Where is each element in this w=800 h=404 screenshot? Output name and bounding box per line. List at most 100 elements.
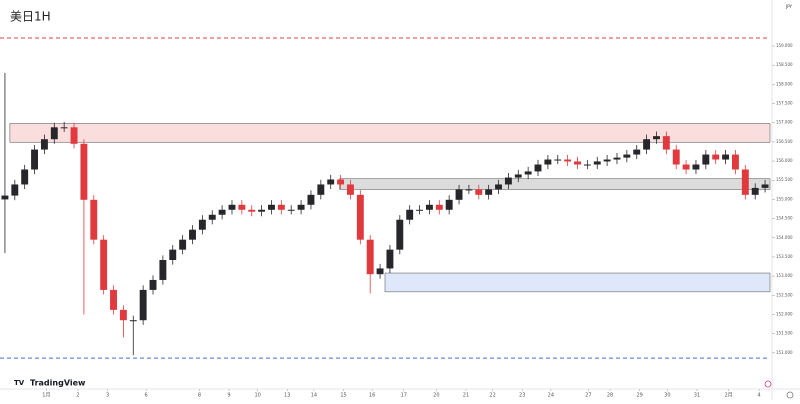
brand-name: TradingView [30, 379, 86, 388]
y-tick-label: 151.000 [776, 350, 793, 355]
currency-label: JPY [785, 4, 793, 9]
x-tick-label: 6 [145, 393, 148, 399]
candle-body [307, 194, 315, 205]
x-tick-label: 24 [548, 393, 554, 399]
candle-body [327, 179, 335, 185]
y-tick-label: 159.000 [776, 43, 793, 48]
y-tick-label: 156.500 [776, 139, 793, 144]
candle-body [110, 289, 117, 310]
candle-body [139, 289, 147, 321]
x-tick-label: 27 [585, 393, 591, 399]
candle-body [712, 154, 720, 160]
candle-body [475, 189, 483, 195]
candle-body [672, 149, 680, 165]
candle-body [455, 189, 463, 200]
indicator-icon[interactable] [764, 380, 772, 388]
x-tick-label: 1月 [42, 393, 50, 399]
candle-body [100, 239, 108, 290]
candle-body [119, 309, 127, 321]
candle-body [574, 161, 581, 165]
candle-body [189, 229, 196, 240]
y-tick-label: 158.000 [776, 81, 793, 86]
candle-body [702, 154, 710, 165]
candle-body [514, 174, 522, 178]
candle-body [643, 139, 651, 150]
y-tick-label: 151.500 [776, 331, 793, 336]
candle-body [198, 219, 206, 230]
x-tick-label: 17 [401, 393, 407, 399]
candle-body [287, 209, 295, 211]
x-tick-label: 2月 [724, 393, 732, 399]
candle-body [297, 204, 305, 210]
y-tick-label: 153.500 [776, 254, 793, 259]
candle-body [169, 249, 177, 261]
candle-body [603, 159, 611, 162]
x-tick-label: 28 [607, 393, 613, 399]
candle-body [208, 214, 216, 220]
candle-body [40, 139, 48, 150]
candle-body [662, 136, 670, 150]
candle-body [31, 149, 39, 170]
candle-body [258, 209, 266, 212]
candle-body [613, 157, 621, 160]
candle-body [435, 204, 443, 210]
candle-body [653, 136, 660, 140]
candle-body [356, 194, 364, 240]
candle-body [495, 184, 502, 190]
x-tick-label: 4 [758, 393, 761, 399]
candle-body [80, 143, 88, 200]
candle-body [149, 279, 157, 290]
x-tick-label: 8 [198, 393, 201, 399]
y-tick-label: 155.000 [776, 196, 793, 201]
x-tick-label: 22 [489, 393, 495, 399]
y-tick-label: 155.500 [776, 177, 793, 182]
candle-body [159, 260, 167, 280]
candle-body [376, 268, 384, 275]
candle-body [277, 204, 285, 210]
candle-body [11, 184, 19, 196]
zone [384, 272, 771, 293]
candle-body [179, 239, 187, 250]
candle-body [465, 189, 473, 191]
candle-body [583, 164, 591, 166]
candle-body [1, 195, 9, 200]
candle-body [21, 169, 29, 185]
candle-body [218, 209, 226, 215]
candle-body [534, 164, 542, 172]
zone [339, 178, 771, 190]
candle-body [337, 179, 345, 185]
candle-body [741, 169, 749, 195]
x-tick-label: 29 [637, 393, 643, 399]
x-tick-label: 2 [76, 393, 79, 399]
brand-logo: TV [14, 379, 25, 387]
candle-body [633, 149, 641, 155]
candle-body [682, 164, 690, 170]
candle-body [238, 204, 246, 210]
candle-body [425, 204, 433, 210]
candle-body [60, 127, 68, 129]
x-tick-label: 10 [254, 393, 260, 399]
x-tick-label: 16 [369, 393, 375, 399]
candle-body [524, 171, 532, 175]
candle-body [761, 184, 769, 188]
candle-body [564, 159, 572, 162]
candle-body [416, 209, 424, 211]
candle-body [366, 239, 374, 275]
y-tick-label: 156.000 [776, 158, 793, 163]
x-tick-label: 14 [311, 393, 317, 399]
candle-body [129, 320, 137, 322]
x-tick-label: 15 [340, 393, 346, 399]
candle-body [445, 199, 453, 210]
y-tick-label: 153.000 [776, 273, 793, 278]
candle-body [554, 159, 562, 161]
candle-body [268, 204, 275, 210]
candle-body [90, 199, 98, 240]
y-tick-label: 158.500 [776, 62, 793, 67]
candle-body [593, 161, 601, 165]
candle-body [248, 209, 256, 212]
x-tick-label: 13 [284, 393, 290, 399]
settings-icon[interactable] [786, 391, 794, 399]
candle-body [722, 154, 730, 160]
